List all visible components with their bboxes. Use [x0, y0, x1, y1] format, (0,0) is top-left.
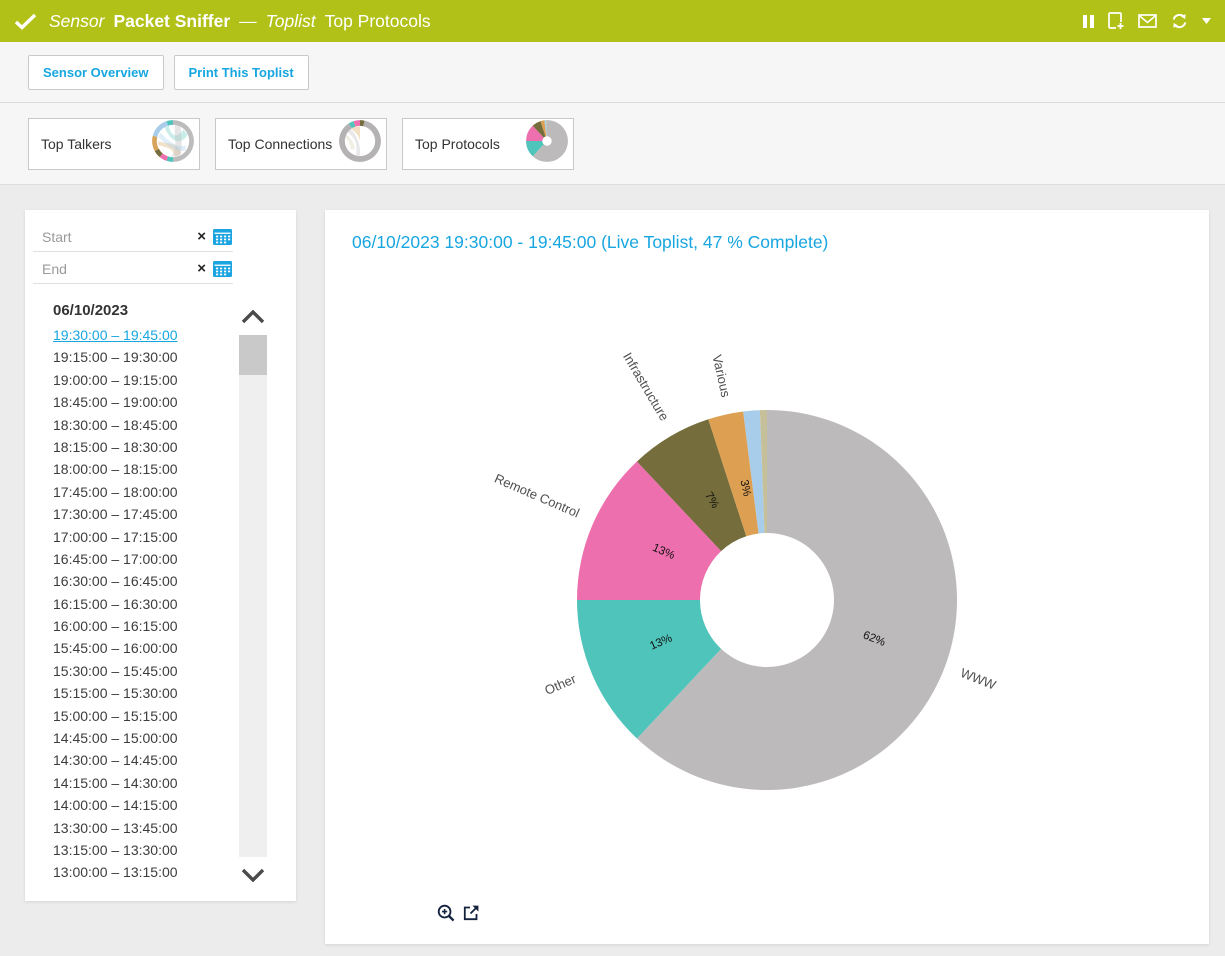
interval-item[interactable]: 15:00:00 – 15:15:00 [53, 705, 178, 727]
chord-diagram-icon [150, 118, 196, 169]
tab-top-talkers[interactable]: Top Talkers [28, 118, 200, 170]
interval-item[interactable]: 15:15:00 – 15:30:00 [53, 682, 178, 704]
breadcrumb: Sensor Packet Sniffer — Toplist Top Prot… [49, 11, 431, 32]
interval-item[interactable]: 16:00:00 – 16:15:00 [53, 615, 178, 637]
zoom-in-icon[interactable] [437, 904, 455, 922]
tab-label: Top Protocols [415, 136, 500, 152]
interval-item[interactable]: 16:30:00 – 16:45:00 [53, 570, 178, 592]
breadcrumb-dash: — [239, 11, 257, 32]
interval-item[interactable]: 14:45:00 – 15:00:00 [53, 727, 178, 749]
header-bar: Sensor Packet Sniffer — Toplist Top Prot… [0, 0, 1225, 42]
interval-item[interactable]: 19:15:00 – 19:30:00 [53, 346, 178, 368]
clear-start-icon[interactable]: × [197, 229, 206, 244]
slice-label: Other [542, 671, 578, 698]
interval-item[interactable]: 13:15:00 – 13:30:00 [53, 839, 178, 861]
interval-scrollbar [238, 302, 268, 890]
header-actions [1083, 12, 1211, 31]
breadcrumb-list-type: Toplist [266, 11, 316, 32]
interval-item[interactable]: 15:30:00 – 15:45:00 [53, 660, 178, 682]
email-icon[interactable] [1138, 14, 1157, 28]
refresh-icon[interactable] [1170, 12, 1189, 30]
slice-label: Remote Control [492, 471, 582, 521]
slice-minor [152, 136, 159, 151]
clear-end-icon[interactable]: × [197, 261, 206, 276]
scroll-up-icon[interactable] [238, 302, 268, 332]
interval-item[interactable]: 18:15:00 – 18:30:00 [53, 436, 178, 458]
breadcrumb-sensor-name: Packet Sniffer [113, 11, 230, 32]
calendar-icon[interactable] [212, 227, 233, 246]
pause-icon[interactable] [1083, 14, 1095, 29]
interval-item[interactable]: 16:15:00 – 16:30:00 [53, 593, 178, 615]
dropdown-caret-icon[interactable] [1202, 18, 1211, 24]
interval-sidebar: Start × End × [25, 210, 296, 901]
print-toplist-button[interactable]: Print This Toplist [174, 55, 309, 90]
interval-item[interactable]: 18:30:00 – 18:45:00 [53, 414, 178, 436]
open-external-icon[interactable] [462, 904, 480, 922]
end-placeholder: End [33, 261, 197, 277]
slice-label: Infrastructure [620, 350, 672, 424]
tab-label: Top Talkers [41, 136, 112, 152]
protocols-donut-chart: WWW62%Other13%Remote Control13%Infrastru… [325, 210, 1209, 944]
breadcrumb-list-name: Top Protocols [325, 11, 431, 32]
interval-list: 19:30:00 – 19:45:0019:15:00 – 19:30:0019… [53, 324, 178, 884]
chart-footer [437, 904, 480, 922]
toolbar: Sensor Overview Print This Toplist [0, 42, 1225, 103]
scrollbar-track[interactable] [239, 335, 267, 857]
slice-label: WWW [958, 665, 998, 693]
interval-item[interactable]: 19:30:00 – 19:45:00 [53, 324, 178, 346]
interval-item[interactable]: 13:00:00 – 13:15:00 [53, 861, 178, 883]
interval-item[interactable]: 17:00:00 – 17:15:00 [53, 526, 178, 548]
interval-item[interactable]: 18:45:00 – 19:00:00 [53, 391, 178, 413]
interval-item[interactable]: 14:15:00 – 14:30:00 [53, 772, 178, 794]
interval-item[interactable]: 16:45:00 – 17:00:00 [53, 548, 178, 570]
start-date-field[interactable]: Start × [33, 222, 233, 252]
pie-chart-icon [524, 118, 570, 169]
scrollbar-thumb[interactable] [239, 335, 267, 375]
page: Sensor Packet Sniffer — Toplist Top Prot… [0, 0, 1225, 956]
toplist-tabs: Top Talkers Top Connections [0, 103, 1225, 185]
interval-item[interactable]: 14:30:00 – 14:45:00 [53, 749, 178, 771]
interval-item[interactable]: 19:00:00 – 19:15:00 [53, 369, 178, 391]
report-icon[interactable] [1108, 12, 1125, 31]
breadcrumb-object-type: Sensor [49, 11, 104, 32]
interval-date-heading: 06/10/2023 [53, 302, 128, 319]
interval-item[interactable]: 15:45:00 – 16:00:00 [53, 637, 178, 659]
scroll-down-icon[interactable] [238, 860, 268, 890]
interval-item[interactable]: 13:30:00 – 13:45:00 [53, 817, 178, 839]
tab-top-protocols[interactable]: Top Protocols [402, 118, 574, 170]
interval-item[interactable]: 14:00:00 – 14:15:00 [53, 794, 178, 816]
tab-top-connections[interactable]: Top Connections [215, 118, 387, 170]
interval-item[interactable]: 17:30:00 – 17:45:00 [53, 503, 178, 525]
check-icon [14, 13, 37, 30]
sensor-overview-button[interactable]: Sensor Overview [28, 55, 164, 90]
interval-item[interactable]: 17:45:00 – 18:00:00 [53, 481, 178, 503]
slice-label: Various [710, 353, 734, 399]
toplist-panel: 06/10/2023 19:30:00 - 19:45:00 (Live Top… [325, 210, 1209, 944]
interval-item[interactable]: 18:00:00 – 18:15:00 [53, 458, 178, 480]
calendar-icon[interactable] [212, 259, 233, 278]
start-placeholder: Start [33, 229, 197, 245]
chord-diagram-icon [337, 118, 383, 169]
tab-label: Top Connections [228, 136, 332, 152]
end-date-field[interactable]: End × [33, 254, 233, 284]
